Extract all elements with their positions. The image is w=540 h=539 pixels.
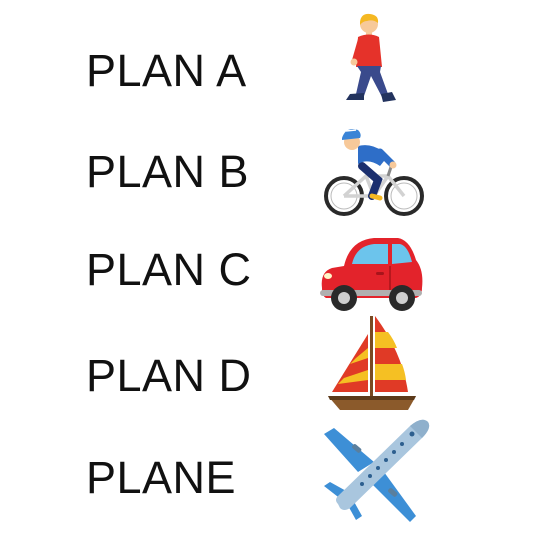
plane-label: PLANE <box>86 452 237 503</box>
person-biking-icon <box>322 118 426 222</box>
airplane-icon <box>322 416 432 522</box>
red-car-icon <box>316 230 426 316</box>
person-walking-icon <box>336 12 406 112</box>
plan-b-label: PLAN B <box>86 146 250 197</box>
plan-d-label: PLAN D <box>86 350 252 401</box>
sailboat-icon <box>326 312 418 416</box>
plan-c-label: PLAN C <box>86 244 252 295</box>
plan-a-label: PLAN A <box>86 45 247 96</box>
